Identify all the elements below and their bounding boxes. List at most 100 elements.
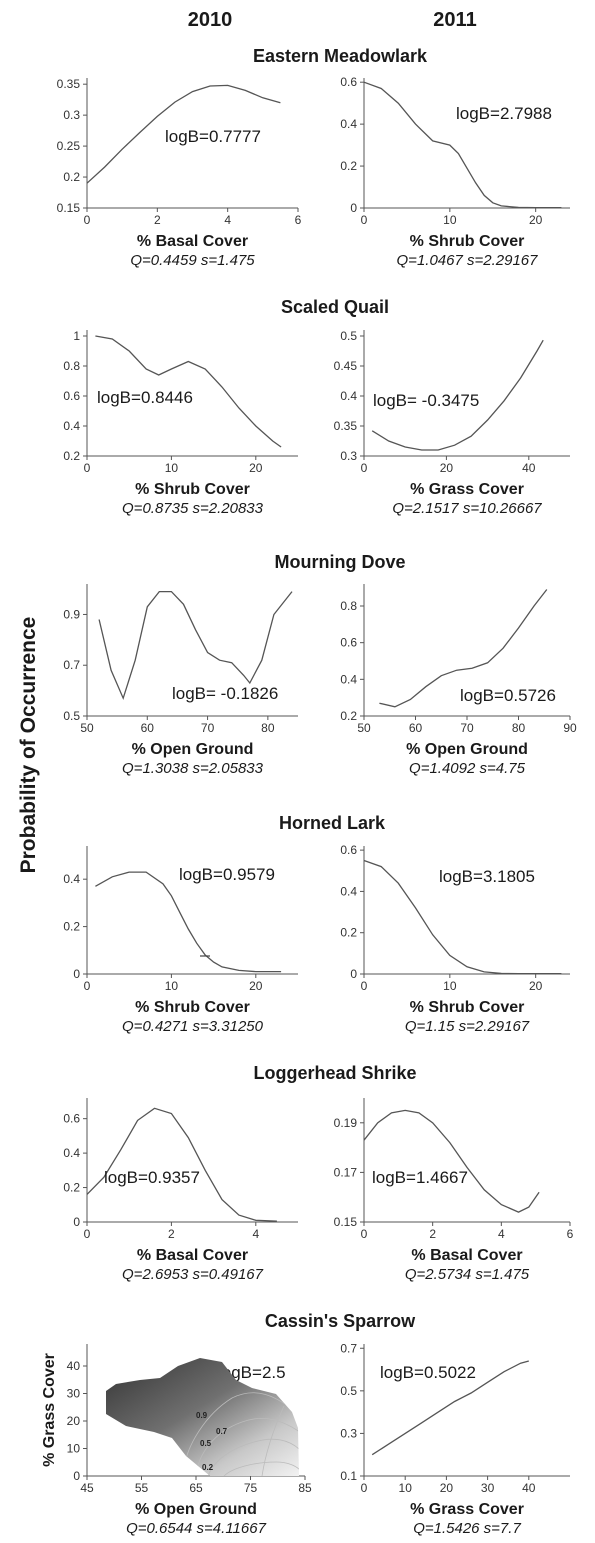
y-tick-label: 0.6 (340, 843, 357, 857)
y-tick-label: 0.45 (334, 359, 358, 373)
x-axis-label: % Shrub Cover (410, 233, 525, 250)
x-tick-label: 0 (361, 979, 368, 993)
y-tick-label: 0.9 (63, 607, 80, 621)
x-axis-label: % Open Ground (135, 1501, 257, 1518)
x-axis-label: % Open Ground (132, 741, 254, 758)
logb-annotation: logB=2.5 (218, 1363, 286, 1382)
y-tick-label: 0.2 (340, 709, 357, 723)
y-tick-label: 0 (73, 1469, 80, 1483)
x-tick-label: 2 (168, 1227, 175, 1241)
x-tick-label: 20 (249, 979, 263, 993)
x-tick-label: 6 (295, 213, 302, 227)
logb-annotation: logB=0.9579 (179, 865, 275, 884)
x-tick-label: 20 (249, 461, 263, 475)
x-tick-label: 65 (189, 1481, 203, 1495)
y-tick-label: 0.6 (63, 1112, 80, 1126)
species-title: Eastern Meadowlark (253, 46, 428, 66)
occurrence-curve (98, 590, 293, 701)
logb-annotation: logB=0.7777 (165, 127, 261, 146)
y-tick-label: 0.2 (63, 449, 80, 463)
x-tick-label: 85 (298, 1481, 312, 1495)
y-tick-label: 0.3 (340, 449, 357, 463)
x-tick-label: 0 (84, 979, 91, 993)
contour-line (195, 1417, 299, 1476)
x-axis-label: % Basal Cover (137, 233, 248, 250)
y-tick-label: 0.15 (334, 1215, 358, 1229)
contour-label: 0.7 (216, 1427, 228, 1436)
x-tick-label: 50 (80, 721, 94, 735)
contour-line (183, 1392, 297, 1471)
model-stats: Q=2.6953 s=0.49167 (122, 1266, 264, 1283)
x-tick-label: 4 (224, 213, 231, 227)
model-stats: Q=0.6544 s=4.11667 (126, 1520, 266, 1537)
logb-annotation: logB= -0.1826 (172, 684, 278, 703)
x-tick-label: 0 (361, 1227, 368, 1241)
x-tick-label: 80 (261, 721, 275, 735)
logb-annotation: logB=0.8446 (97, 388, 193, 407)
chart-panel: 0 10 20 0.2 0.4 0.6 0.8 1 % Shrub Cover Q=0.8735 … (63, 329, 298, 517)
contour-label: 0.2 (202, 1463, 214, 1472)
heatmap-region (106, 1358, 299, 1476)
y-tick-label: 0.25 (57, 139, 81, 153)
logb-annotation: logB= -0.3475 (373, 391, 479, 410)
x-tick-label: 40 (522, 461, 536, 475)
contour-line (223, 1461, 299, 1476)
x-tick-label: 70 (460, 721, 474, 735)
model-stats: Q=0.4459 s=1.475 (130, 252, 255, 269)
contour-label: 0.9 (196, 1411, 208, 1420)
y-tick-label: 0.2 (63, 1181, 80, 1195)
chart-panel: 0 2 4 6 0.15 0.2 0.25 0.3 0.35 % Basal Cover Q=0.4… (57, 77, 302, 269)
x-tick-label: 6 (567, 1227, 574, 1241)
contour-label: 0.5 (200, 1439, 212, 1448)
y-tick-label: 0.7 (340, 1341, 357, 1355)
x-tick-label: 10 (443, 213, 457, 227)
chart-panel: 50 60 70 80 0.5 0.7 0.9 % Open Ground Q=1.3038 s… (63, 584, 298, 777)
y-tick-label: 0.6 (340, 75, 357, 89)
x-axis-label: % Open Ground (406, 741, 528, 758)
chart-panel: 0 2 4 6 0.15 0.17 0.19 % Basal Cover Q=2.5734 s=… (334, 1098, 574, 1283)
y-tick-label: 30 (67, 1387, 81, 1401)
y-tick-label: 0.4 (63, 1146, 80, 1160)
x-tick-label: 10 (165, 461, 179, 475)
y-tick-label: 1 (73, 329, 80, 343)
occurrence-curve (95, 335, 282, 448)
occurrence-curve (379, 589, 548, 708)
y-tick-label: 0.2 (340, 926, 357, 940)
occurrence-curve (95, 871, 282, 973)
x-axis-label: % Shrub Cover (135, 481, 250, 498)
chart-panel: 0 10 20 30 40 0.1 0.3 0.5 0.7 % Grass Cover Q=1.54… (340, 1341, 570, 1537)
y-tick-label: 0.15 (57, 201, 81, 215)
occurrence-curve (363, 859, 562, 975)
y-tick-label: 0.3 (63, 108, 80, 122)
y-tick-label: 0 (350, 201, 357, 215)
occurrence-curve (86, 1107, 277, 1222)
model-stats: Q=1.15 s=2.29167 (405, 1018, 530, 1035)
x-tick-label: 20 (529, 979, 543, 993)
logb-annotation: logB=1.4667 (372, 1168, 468, 1187)
panel-y-label: % Grass Cover (41, 1353, 58, 1467)
y-tick-label: 0.2 (340, 159, 357, 173)
y-tick-label: 40 (67, 1359, 81, 1373)
model-stats: Q=1.0467 s=2.29167 (397, 252, 539, 269)
logb-annotation: logB=0.5726 (460, 686, 556, 705)
model-stats: Q=1.5426 s=7.7 (413, 1520, 521, 1537)
y-tick-label: 0.4 (63, 872, 80, 886)
header-2011: 2011 (433, 9, 476, 31)
chart-panel: 50 60 70 80 90 0.2 0.4 0.6 0.8 % Open Ground Q=1.4… (340, 584, 577, 777)
x-tick-label: 0 (361, 1481, 368, 1495)
occurrence-curve (86, 84, 281, 184)
x-axis-label: % Shrub Cover (135, 999, 250, 1016)
y-tick-label: 0.4 (340, 884, 357, 898)
occurrence-curve (363, 1109, 540, 1213)
x-axis-label: % Grass Cover (410, 481, 524, 498)
x-tick-label: 10 (443, 979, 457, 993)
occurrence-curve (363, 81, 562, 209)
y-tick-label: 0.4 (340, 389, 357, 403)
chart-panel: 0 10 20 0 0.2 0.4 0.6 % Shrub Cover Q=1.15 s=2.2… (340, 843, 570, 1035)
y-tick-label: 0 (73, 967, 80, 981)
model-stats: Q=1.4092 s=4.75 (409, 760, 526, 777)
x-tick-label: 20 (440, 461, 454, 475)
x-tick-label: 10 (165, 979, 179, 993)
y-tick-label: 20 (67, 1414, 81, 1428)
contour-line (207, 1438, 299, 1476)
